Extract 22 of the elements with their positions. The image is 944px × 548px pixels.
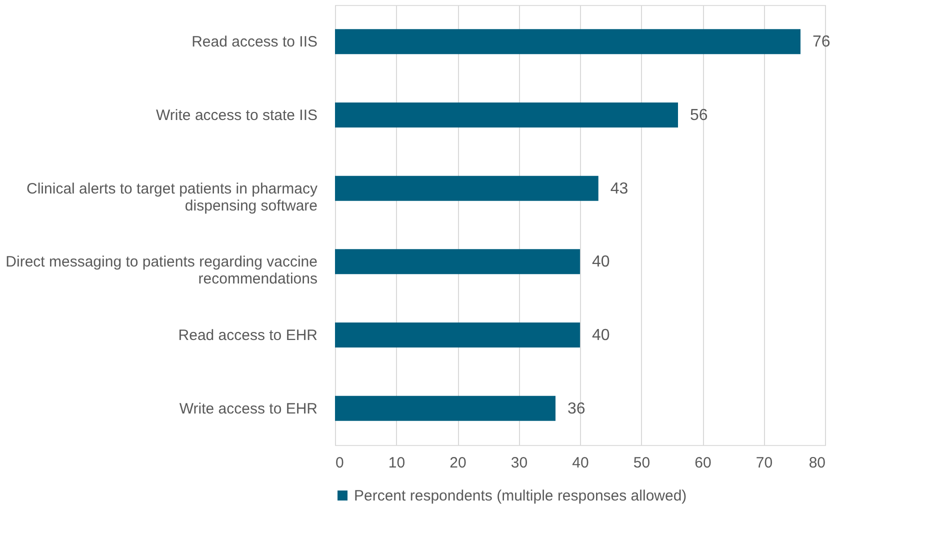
data-label: 40 (592, 254, 610, 271)
legend-label: Percent respondents (multiple responses allowed) (354, 488, 687, 504)
y-tick-label: Read access to EHR (178, 327, 318, 344)
x-tick-label: 80 (808, 454, 826, 472)
x-tick-label: 70 (756, 454, 773, 472)
x-tick-label: 50 (633, 454, 650, 472)
data-label: 56 (690, 107, 708, 124)
y-tick-label: Clinical alerts to target patients in pharmacy dispensing software (26, 180, 318, 214)
y-tick-label: Write access to EHR (179, 400, 318, 418)
x-tick-label: 60 (694, 454, 712, 472)
x-tick-label: 30 (510, 454, 528, 472)
x-tick-label: 20 (450, 454, 466, 472)
x-tick-label: 40 (572, 454, 589, 472)
x-tick-label: 0 (336, 454, 344, 472)
data-label: 40 (592, 327, 610, 344)
x-tick-label: 10 (388, 454, 406, 472)
data-label: 43 (610, 180, 628, 198)
y-tick-label: Read access to IIS (192, 34, 318, 51)
data-label: 36 (568, 400, 586, 418)
y-tick-label: Write access to state IIS (156, 107, 318, 124)
data-label: 76 (812, 34, 830, 51)
y-tick-label: Direct messaging to patients regarding vaccine recommendations (6, 254, 318, 288)
